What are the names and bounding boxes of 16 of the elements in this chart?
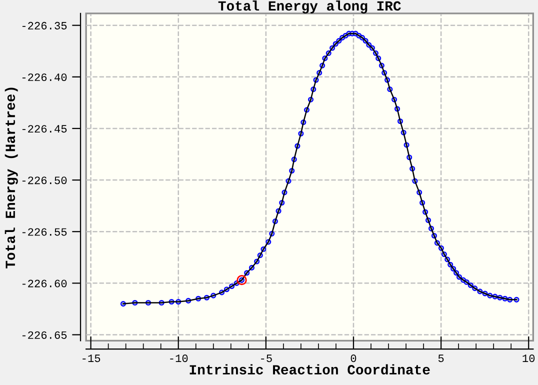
x-tick-label: 5 (438, 354, 444, 362)
y-tick-label: -226.60 (22, 280, 67, 288)
y-axis-title: Total Energy (Hartree) (4, 88, 18, 268)
y-tick-label: -226.65 (22, 331, 67, 339)
x-tick-label: -5 (261, 354, 272, 362)
y-tick-label: -226.55 (22, 228, 67, 236)
chart-title: Total Energy along IRC (218, 0, 401, 14)
y-tick-label: -226.50 (22, 176, 67, 184)
x-tick-label: -15 (82, 354, 100, 362)
y-tick-label: -226.35 (22, 22, 67, 30)
x-tick-label: -10 (170, 354, 188, 362)
x-tick-label: 10 (522, 354, 535, 362)
y-tick-label: -226.45 (22, 125, 67, 133)
x-tick-label: 0 (350, 354, 356, 362)
x-axis-title: Intrinsic Reaction Coordinate (190, 364, 430, 374)
y-tick-label: -226.40 (22, 73, 67, 82)
